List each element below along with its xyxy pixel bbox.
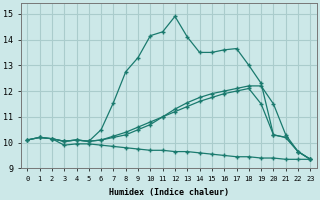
X-axis label: Humidex (Indice chaleur): Humidex (Indice chaleur) — [109, 188, 229, 197]
